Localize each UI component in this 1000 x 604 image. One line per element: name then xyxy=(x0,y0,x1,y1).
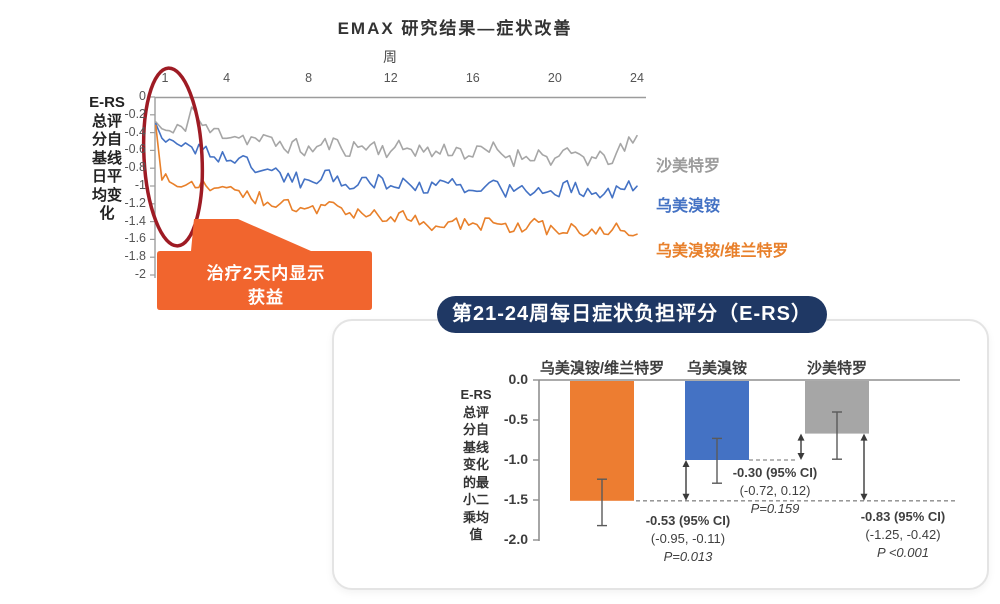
series-line-2 xyxy=(155,124,638,237)
bottom-y-tick-label: -0.5 xyxy=(503,411,528,427)
top-y-axis-title-line: 基线 xyxy=(91,149,122,167)
bottom-y-axis-title-line: 变化 xyxy=(462,457,489,472)
bottom-y-axis-title-line: 值 xyxy=(469,527,483,542)
bottom-y-tick-label: -1.0 xyxy=(503,451,528,467)
bottom-y-axis-title-line: 分自 xyxy=(462,422,489,437)
category-label-umeclidinium: 乌美溴铵 xyxy=(686,360,747,377)
comparison-note-umec-vs-umecvil: -0.53 (95% CI) (-0.95, -0.11) P=0.013 xyxy=(603,512,773,566)
top-x-tick-label: 1 xyxy=(161,71,169,85)
top-y-axis-title: E-RS 总评 分自 基线 日平 均变化 xyxy=(82,94,132,224)
top-y-tick-label: -0.6 xyxy=(124,142,146,157)
bottom-y-tick-label: -1.5 xyxy=(503,491,528,507)
bottom-y-axis-title-line: 小二 xyxy=(462,492,489,507)
comparison-pvalue: P=0.013 xyxy=(663,549,713,564)
top-x-tick-label: 16 xyxy=(465,71,480,85)
comparison-note-salmeterol-vs-umecvil: -0.83 (95% CI) (-1.25, -0.42) P <0.001 xyxy=(818,508,988,562)
comparison-note-salmeterol-vs-umec: -0.30 (95% CI) (-0.72, 0.12) P=0.159 xyxy=(690,464,860,518)
category-label-umec-vilanterol: 乌美溴铵/维兰特罗 xyxy=(539,360,665,377)
top-x-tick-label: 24 xyxy=(630,71,644,85)
week-axis-title: 周 xyxy=(383,49,397,65)
legend-label-salmeterol: 沙美特罗 xyxy=(656,158,721,175)
bottom-y-axis-title-line: 总评 xyxy=(462,404,489,420)
bottom-y-axis-title: E-RS 总评分自基线变化的最小二乘均值 xyxy=(452,386,500,544)
bottom-y-axis-title-line: 乘均 xyxy=(462,509,489,525)
top-x-tick-label: 4 xyxy=(223,71,231,85)
legend-label-umeclidinium: 乌美溴铵 xyxy=(656,198,721,215)
top-y-axis-title-line: 日平 xyxy=(91,168,122,185)
comparison-ci: (-0.95, -0.11) xyxy=(650,531,726,546)
top-y-tick-label: -1.8 xyxy=(124,249,146,264)
early-benefit-ellipse xyxy=(141,66,205,248)
top-y-tick-label: -1 xyxy=(134,178,146,192)
series-line-1 xyxy=(155,122,638,199)
comparison-ci: (-0.72, 0.12) xyxy=(739,483,811,498)
bottom-y-axis-title-line: 的最 xyxy=(462,474,489,490)
top-y-axis-title-line: 总评 xyxy=(91,112,122,130)
benefit-callout-line1: 治疗2天内显示 xyxy=(206,264,326,283)
top-x-tick-label: 12 xyxy=(383,71,398,85)
series-line-0 xyxy=(155,106,638,168)
benefit-callout-line2: 获益 xyxy=(248,288,284,307)
bottom-y-tick-label: 0.0 xyxy=(508,371,528,387)
top-y-axis-title-line: 均变 xyxy=(91,186,122,204)
top-y-axis-title-line: 化 xyxy=(99,205,115,222)
top-y-tick-label: -1.4 xyxy=(124,213,146,228)
top-y-tick-label: -1.6 xyxy=(124,231,146,246)
top-x-tick-label: 8 xyxy=(305,71,313,85)
top-y-tick-label: -0.8 xyxy=(124,160,146,175)
top-y-tick-label: 0 xyxy=(139,89,146,103)
top-y-tick-label: -0.4 xyxy=(124,124,146,139)
comparison-pvalue: P <0.001 xyxy=(877,545,929,560)
top-y-axis-title-line: E-RS xyxy=(89,94,125,111)
comparison-ci: (-1.25, -0.42) xyxy=(865,527,941,542)
bottom-y-axis-title-line: E-RS xyxy=(460,387,492,402)
bottom-y-axis-title-line: 基线 xyxy=(462,439,489,455)
top-y-tick-label: -2 xyxy=(134,267,146,281)
comparison-pvalue: P=0.159 xyxy=(750,501,800,516)
comparison-diff: -0.53 (95% CI) xyxy=(645,513,731,528)
legend-label-umec-vilanterol: 乌美溴铵/维兰特罗 xyxy=(656,243,789,260)
bottom-y-tick-label: -2.0 xyxy=(503,531,528,547)
top-y-tick-label: -1.2 xyxy=(124,195,146,210)
category-label-salmeterol: 沙美特罗 xyxy=(806,360,867,377)
top-chart-title: EMAX 研究结果—症状改善 xyxy=(337,19,573,38)
top-y-axis-title-line: 分自 xyxy=(91,131,122,148)
top-x-tick-label: 20 xyxy=(547,71,562,85)
top-y-tick-label: -0.2 xyxy=(124,106,146,121)
comparison-diff: -0.30 (95% CI) xyxy=(732,465,818,480)
card-title-banner: 第21-24周每日症状负担评分（E-RS） xyxy=(437,296,827,333)
comparison-diff: -0.83 (95% CI) xyxy=(860,509,946,524)
